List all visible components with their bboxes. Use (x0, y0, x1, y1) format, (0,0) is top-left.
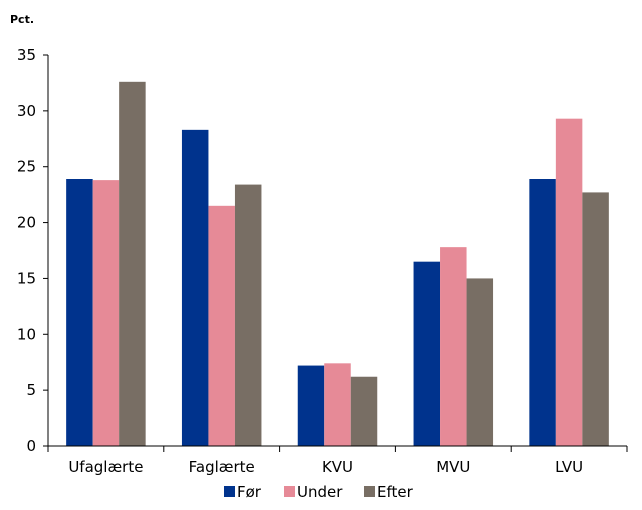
bar-under-kvu (324, 363, 351, 446)
bar-efter-kvu (350, 376, 378, 446)
bar-før-kvu (297, 365, 325, 446)
x-category-label: LVU (555, 458, 583, 476)
bar-under-ufaglærte (92, 180, 120, 446)
x-axis-category-labels: Ufaglærte Faglærte KVU MVU LVU (47, 446, 628, 476)
y-tick-label: 10 (17, 325, 36, 343)
bar-før-ufaglærte (66, 179, 93, 446)
y-tick-label: 0 (26, 437, 36, 455)
y-tick-label: 35 (17, 46, 36, 64)
legend-swatch (284, 486, 295, 497)
y-axis-ticks: 0 5 10 15 20 25 30 35 (17, 46, 48, 455)
x-category-label: Faglærte (189, 458, 255, 476)
bar-før-lvu (529, 179, 556, 446)
y-tick-label: 5 (26, 381, 36, 399)
legend-item-før: Før (224, 483, 262, 501)
bar-efter-mvu (466, 278, 494, 446)
bar-før-mvu (413, 261, 441, 446)
legend-label: Efter (377, 483, 414, 501)
bar-før-faglærte (181, 129, 209, 446)
x-category-label: MVU (436, 458, 470, 476)
x-category-label: KVU (322, 458, 353, 476)
legend-item-under: Under (284, 483, 343, 501)
legend-swatch (364, 486, 375, 497)
x-category-label: Ufaglærte (68, 458, 143, 476)
y-tick-label: 15 (17, 269, 36, 287)
y-axis-unit-label: Pct. (10, 13, 34, 26)
legend-item-efter: Efter (364, 483, 414, 501)
bar-under-mvu (440, 247, 467, 446)
bar-under-faglærte (208, 205, 235, 446)
y-tick-label: 25 (17, 158, 36, 176)
bars (66, 81, 609, 447)
legend: Før Under Efter (224, 483, 414, 501)
bar-efter-lvu (582, 192, 609, 446)
y-tick-label: 30 (17, 102, 36, 120)
legend-label: Under (297, 483, 343, 501)
legend-label: Før (237, 483, 262, 501)
bar-under-lvu (555, 118, 583, 447)
legend-swatch (224, 486, 235, 497)
bar-efter-faglærte (234, 184, 262, 447)
bar-efter-ufaglærte (119, 81, 146, 446)
y-tick-label: 20 (17, 214, 36, 232)
